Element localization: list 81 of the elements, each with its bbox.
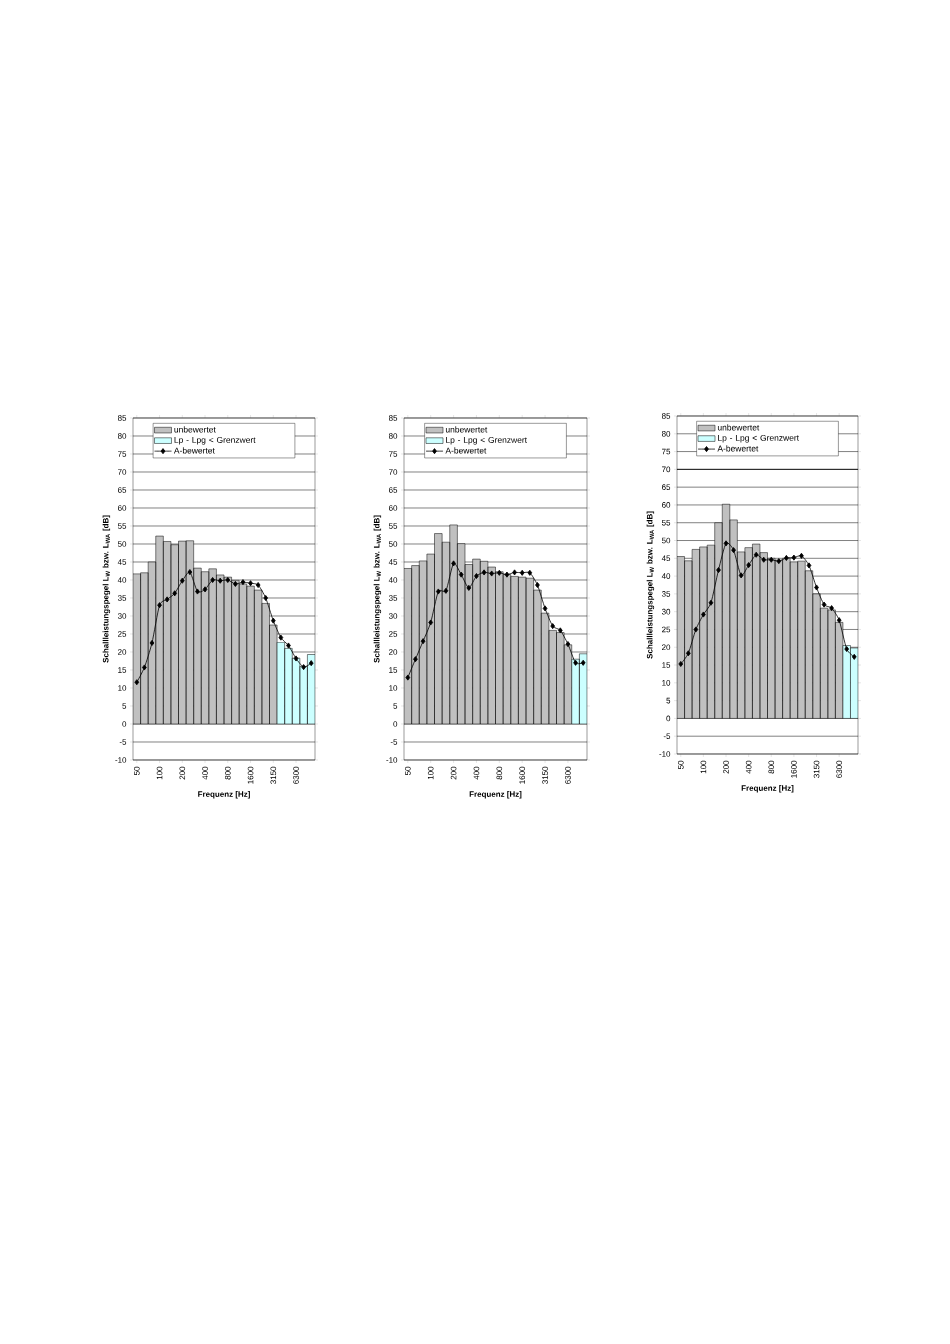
point: [195, 588, 200, 595]
point: [187, 569, 193, 576]
point: [293, 655, 299, 662]
point: [708, 599, 714, 606]
point: [753, 551, 759, 558]
point: [776, 558, 782, 565]
point: [836, 617, 842, 624]
point: [157, 602, 162, 609]
point: [248, 580, 253, 587]
point: [557, 627, 563, 634]
point: [829, 605, 834, 612]
point: [761, 556, 767, 563]
point: [481, 569, 487, 576]
point: [270, 617, 276, 624]
point: [240, 579, 246, 586]
legend-label: Lp - Lpg < Grenzwert: [718, 434, 799, 443]
legend-label: unbewertet: [717, 424, 760, 431]
point: [263, 595, 269, 601]
point: [278, 634, 284, 641]
point: [746, 562, 751, 569]
point: [814, 584, 819, 591]
point: [504, 571, 510, 578]
point: [512, 569, 517, 576]
point: [791, 554, 797, 561]
point: [255, 582, 261, 589]
point: [225, 577, 231, 583]
point: [233, 580, 238, 587]
point: [701, 611, 706, 618]
point: [693, 626, 699, 633]
point: [580, 659, 586, 666]
point: [458, 571, 464, 578]
point: [716, 567, 721, 574]
point: [413, 656, 418, 663]
point: [202, 586, 208, 593]
point: [844, 646, 850, 653]
point: [784, 554, 789, 561]
point: [451, 560, 456, 567]
point: [550, 623, 556, 630]
point: [565, 641, 571, 648]
point: [535, 582, 540, 589]
point: [217, 577, 223, 584]
point: [179, 577, 185, 584]
point: [851, 653, 857, 660]
point: [286, 642, 291, 649]
legend-label: Lp - Lpg < Grenzwert: [446, 436, 527, 445]
point: [496, 569, 502, 576]
point: [134, 679, 140, 686]
point: [405, 674, 411, 681]
point: [164, 596, 170, 603]
legend-label: Lp - Lpg < Grenzwert: [174, 436, 256, 445]
point: [172, 590, 178, 597]
point: [768, 556, 774, 563]
point: [678, 660, 684, 667]
point: [308, 660, 314, 667]
point: [489, 570, 495, 577]
point: [443, 587, 449, 594]
point: [738, 572, 744, 579]
point: [821, 601, 827, 608]
point: [573, 659, 578, 666]
legend-label: unbewertet: [445, 426, 488, 433]
point: [542, 605, 548, 612]
point: [731, 547, 736, 554]
point: [685, 650, 691, 657]
point: [474, 573, 479, 580]
point: [149, 640, 155, 646]
legend-label: unbewertet: [174, 426, 216, 433]
point: [435, 588, 441, 595]
point: [806, 562, 812, 569]
point: [428, 619, 434, 626]
point: [210, 577, 215, 583]
point: [723, 540, 729, 547]
point: [799, 552, 804, 559]
point: [519, 569, 525, 576]
point: [527, 569, 533, 576]
legend-label: A-bewertet: [173, 447, 215, 454]
point: [301, 664, 306, 671]
point: [466, 584, 472, 591]
legend-label: A-bewertet: [445, 447, 487, 454]
point: [420, 638, 426, 645]
point: [142, 664, 147, 671]
legend-label: A-bewertet: [717, 445, 759, 452]
